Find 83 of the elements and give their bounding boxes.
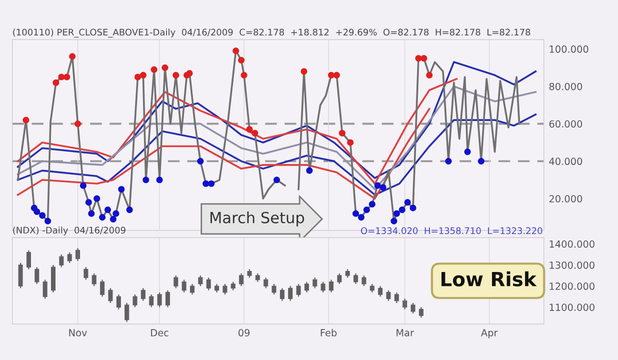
point	[118, 186, 125, 193]
point	[85, 199, 92, 206]
point	[352, 210, 360, 217]
chart-title: (NDX) -Daily 04/16/2009	[13, 226, 126, 236]
point	[142, 176, 150, 184]
annotation: O=1334.020 H=1358.710 L=1323.220	[360, 227, 542, 234]
point	[404, 199, 411, 206]
point	[306, 167, 313, 174]
y-tick-label: 1400.000	[550, 240, 594, 248]
point	[172, 72, 180, 78]
point	[300, 68, 308, 75]
point	[374, 182, 381, 189]
point	[186, 70, 193, 77]
point	[202, 180, 210, 187]
point	[347, 139, 354, 146]
point	[238, 56, 245, 64]
point	[99, 214, 106, 221]
annotation: March Setup	[210, 212, 304, 226]
line-series	[16, 61, 537, 179]
y-tick-label: 1200.000	[550, 282, 594, 290]
point	[358, 214, 365, 221]
x-tick-label: 09	[238, 329, 250, 336]
point	[393, 210, 400, 217]
point	[410, 204, 416, 212]
y-tick-label: 80.000	[549, 82, 582, 90]
point	[240, 72, 248, 78]
point	[398, 206, 406, 214]
line-series	[16, 108, 430, 200]
point	[39, 212, 46, 219]
point	[208, 180, 215, 187]
line-series	[16, 85, 537, 190]
point	[232, 48, 240, 54]
point	[140, 72, 146, 78]
point	[110, 216, 116, 222]
point	[22, 116, 30, 124]
point	[80, 182, 87, 189]
x-tick-label: Feb	[320, 328, 337, 336]
point	[478, 158, 484, 164]
x-tick-label: Dec	[151, 329, 168, 336]
point	[426, 72, 433, 78]
y-tick-label: 100.000	[550, 45, 588, 53]
point	[197, 158, 204, 164]
y-tick-label: 60.000	[549, 120, 582, 128]
chart-title: (100110) PER_CLOSE_ABOVE1-Daily 04/16/2009 C=82.178 +18.812 +29.69% O=82.178 H=82.178 L=82.178	[13, 28, 530, 38]
point	[445, 158, 452, 164]
point	[415, 55, 422, 62]
point	[44, 218, 52, 224]
y-tick-label: 1100.000	[550, 304, 594, 311]
x-tick-label: Nov	[69, 329, 87, 336]
point	[74, 120, 82, 128]
point	[64, 74, 70, 80]
point	[126, 206, 133, 214]
x-tick-label: Apr	[480, 329, 498, 338]
point	[390, 218, 398, 224]
point	[420, 55, 428, 62]
point	[34, 208, 40, 215]
point	[104, 206, 112, 214]
point	[252, 130, 258, 136]
point	[333, 72, 340, 78]
x-tick-label: Mar	[396, 329, 414, 336]
point	[368, 200, 376, 208]
point	[156, 176, 163, 184]
y-tick-label: 20.000	[549, 195, 582, 202]
y-tick-label: 40.000	[549, 158, 582, 166]
point	[273, 176, 280, 184]
point	[363, 206, 370, 214]
point	[58, 74, 65, 80]
point	[112, 210, 120, 217]
point	[88, 210, 95, 217]
point	[338, 130, 346, 136]
point	[328, 72, 335, 78]
annotation: Low Risk	[442, 271, 537, 286]
point	[94, 195, 100, 202]
point	[464, 148, 471, 156]
point	[162, 64, 168, 71]
line-series	[16, 114, 537, 196]
point	[69, 53, 76, 60]
point	[246, 126, 253, 133]
y-tick-label: 1300.000	[550, 261, 594, 269]
point	[380, 184, 386, 191]
point	[52, 79, 60, 86]
point	[134, 74, 142, 80]
point	[150, 66, 158, 73]
